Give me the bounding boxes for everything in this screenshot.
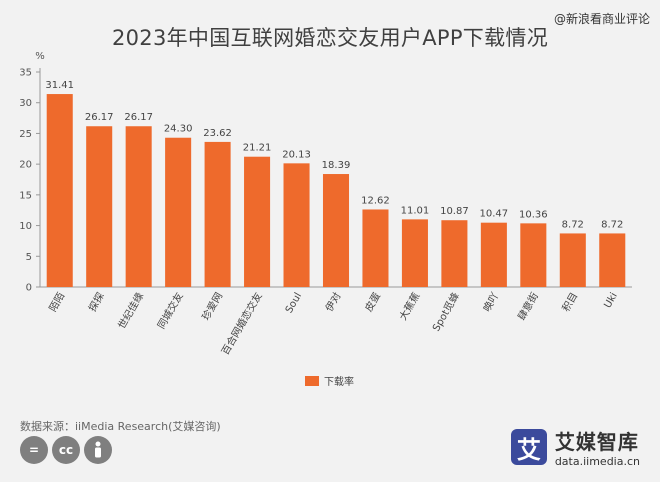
bar-value-label: 8.72 (562, 219, 584, 230)
bar-value-label: 20.13 (282, 149, 311, 160)
bar (480, 222, 507, 287)
legend-label: 下载率 (324, 375, 354, 388)
y-tick-label: 0 (26, 283, 32, 294)
cc-by-icon (84, 436, 112, 464)
bar (125, 126, 152, 288)
x-tick-label: Soul (284, 291, 304, 315)
y-tick-label: 5 (26, 252, 32, 263)
logo-url: data.iimedia.cn (554, 455, 640, 468)
person-icon (95, 441, 101, 458)
x-tick-label: 肆意街 (515, 290, 541, 322)
bar (322, 174, 350, 287)
cc-nd-icon: = (20, 436, 48, 464)
bar-value-label: 23.62 (203, 128, 232, 139)
y-tick-label: 20 (19, 160, 32, 171)
x-tick-label: Uki (602, 291, 619, 310)
x-tick-label: 伊对 (322, 290, 343, 314)
cc-icon: cc (52, 436, 80, 464)
bar-value-label: 21.21 (243, 143, 272, 154)
bar-value-label: 26.17 (124, 112, 153, 123)
iimedia-logo: 艾 艾媒智库 data.iimedia.cn (510, 426, 640, 468)
legend-swatch (305, 376, 319, 386)
bar (520, 223, 547, 287)
data-source: 数据来源：iiMedia Research(艾媒咨询) (20, 420, 221, 433)
x-tick-label: 珍爱网 (199, 290, 225, 322)
bar (86, 126, 113, 288)
x-tick-label: 积目 (560, 291, 580, 314)
bar (401, 219, 428, 287)
bar-value-label: 26.17 (85, 112, 114, 123)
watermark: @新浪看商业评论 (553, 12, 650, 26)
bar (283, 163, 310, 287)
bar-value-label: 12.62 (361, 195, 390, 206)
y-unit-label: % (35, 51, 45, 62)
y-tick-label: 30 (19, 98, 32, 109)
bar-value-label: 31.41 (45, 80, 74, 91)
y-tick-label: 15 (19, 190, 32, 201)
bar-value-label: 11.01 (401, 205, 430, 216)
x-tick-label: 陌陌 (47, 291, 67, 314)
x-tick-label: 探探 (86, 290, 107, 314)
bar-value-label: 18.39 (322, 160, 351, 171)
y-tick-label: 25 (19, 129, 32, 140)
x-tick-label: 百合网婚恋交友 (218, 290, 264, 357)
bar (244, 156, 271, 287)
bar (46, 94, 73, 287)
chart-title: 2023年中国互联网婚恋交友用户APP下载情况 (111, 26, 549, 50)
bar (599, 233, 626, 287)
bar-value-label: 10.36 (519, 209, 548, 220)
bar-value-label: 8.72 (601, 219, 623, 230)
bar-value-label: 10.87 (440, 206, 469, 217)
bar (441, 220, 468, 287)
bar-chart: % 0 5 10 15 20 25 30 35 31.41 陌陌 26.17 探探 26.17 世纪佳缘 24… (19, 51, 632, 388)
x-tick-label: 世纪佳缘 (115, 290, 146, 331)
bar (559, 233, 586, 287)
logo-mark: 艾 (510, 429, 547, 465)
bar (362, 209, 389, 287)
y-tick-label: 10 (19, 221, 32, 232)
y-tick-label: 35 (19, 68, 32, 79)
license-icons: = cc (20, 436, 112, 464)
x-tick-label: 同城交友 (154, 290, 185, 331)
bar-value-label: 24.30 (164, 124, 193, 135)
x-tick-label: Spot觅蜂 (429, 290, 462, 334)
bar-value-label: 10.47 (480, 209, 509, 220)
x-tick-label: 大蕉蕉 (396, 290, 422, 322)
logo-name: 艾媒智库 (554, 430, 639, 454)
x-tick-label: 唤吖 (480, 290, 501, 314)
bar (165, 137, 192, 287)
bar (204, 141, 231, 287)
x-tick-label: 皮蛋 (362, 290, 383, 314)
